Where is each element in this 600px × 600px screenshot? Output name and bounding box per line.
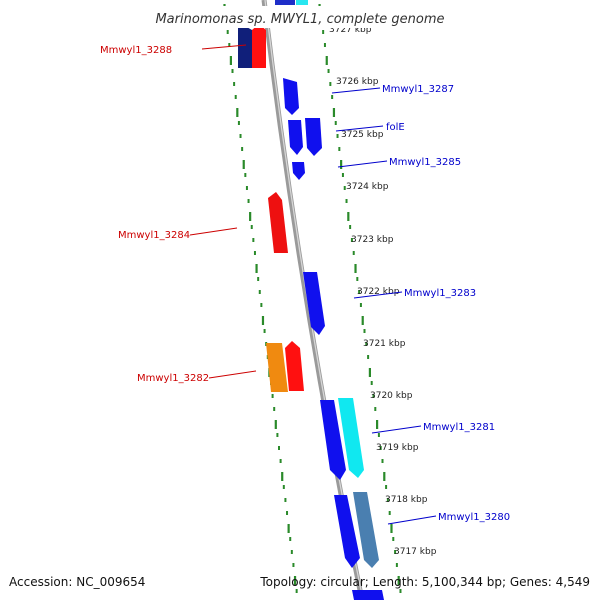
gene-arrow-mmwyl1-3288-b[interactable] [252, 24, 266, 68]
gene-arrow-mmwyl1-3283[interactable] [303, 272, 325, 335]
leader-line-mmwyl1-3281 [371, 425, 422, 434]
leader-line-mmwyl1-3282 [208, 370, 257, 379]
gene-arrow-mmwyl1-3282-b[interactable] [285, 341, 304, 391]
gene-arrow-mmwyl1-3281-b[interactable] [338, 398, 364, 478]
gene-arrow-mmwyl1-3280-b[interactable] [353, 492, 379, 568]
map-title: Marinomonas sp. MWYL1, complete genome [155, 12, 444, 27]
tick-label-3719: 3719 kbp [376, 443, 419, 453]
gene-arrow-mmwyl1-3287[interactable] [283, 78, 299, 115]
gene-label-fole[interactable]: folE [386, 122, 405, 133]
leader-line-fole [335, 125, 384, 132]
leader-line-mmwyl1-3280 [387, 515, 437, 525]
gene-arrow-mmwyl1-3282-a[interactable] [266, 343, 288, 392]
gene-arrow-mmwyl1-3285[interactable] [292, 162, 305, 180]
leader-line-mmwyl1-3283 [353, 291, 403, 299]
gene-arrow-mmwyl1-3284[interactable] [268, 192, 288, 253]
gene-arrow-mmwyl1-3281-a[interactable] [320, 400, 346, 480]
leader-line-mmwyl1-3284 [189, 227, 238, 236]
gene-label-mmwyl1-3285[interactable]: Mmwyl1_3285 [389, 157, 461, 168]
tick-label-3720: 3720 kbp [370, 391, 413, 401]
gene-label-mmwyl1-3287[interactable]: Mmwyl1_3287 [382, 84, 454, 95]
gene-arrow-top-cyan[interactable] [296, 0, 308, 5]
tick-label-3722: 3722 kbp [357, 287, 400, 297]
gene-arrow-top-forward[interactable] [275, 0, 295, 5]
title-background [140, 6, 460, 28]
gene-label-mmwyl1-3283[interactable]: Mmwyl1_3283 [404, 288, 476, 299]
tick-label-3724: 3724 kbp [346, 182, 389, 192]
topology-text: Topology: circular; Length: 5,100,344 bp… [259, 575, 590, 589]
tick-labels: 3727 kbp 3726 kbp 3725 kbp 3724 kbp 3723… [329, 25, 437, 557]
gene-labels: Mmwyl1_3288 Mmwyl1_3287 folE Mmwyl1_3285… [100, 45, 510, 523]
tick-label-3725: 3725 kbp [341, 130, 384, 140]
leader-line-mmwyl1-3287 [331, 87, 381, 94]
gene-features [238, 0, 384, 600]
gene-arrow-mmwyl1-3280-a[interactable] [334, 495, 360, 568]
leader-line-mmwyl1-3285 [337, 160, 388, 168]
tick-label-3726: 3726 kbp [336, 77, 379, 87]
leader-line-mmwyl1-3288 [201, 44, 247, 50]
gene-label-mmwyl1-3280[interactable]: Mmwyl1_3280 [438, 512, 510, 523]
gene-arrow-bottom-partial[interactable] [352, 590, 384, 600]
gene-label-mmwyl1-3282[interactable]: Mmwyl1_3282 [137, 373, 209, 384]
gene-arrow-mmwyl1-3288-a[interactable] [238, 24, 252, 68]
tick-label-3721: 3721 kbp [363, 339, 406, 349]
gene-arrow-fole-b[interactable] [305, 118, 322, 156]
gene-label-lines [189, 44, 437, 525]
tick-label-3723: 3723 kbp [351, 235, 394, 245]
gene-label-mmwyl1-3281[interactable]: Mmwyl1_3281 [423, 422, 495, 433]
tick-label-3727: 3727 kbp [329, 25, 372, 35]
accession-text: Accession: NC_009654 [9, 575, 145, 589]
tick-label-3717: 3717 kbp [394, 547, 437, 557]
gene-arrow-fole-a[interactable] [288, 120, 303, 155]
gene-label-mmwyl1-3288[interactable]: Mmwyl1_3288 [100, 45, 172, 56]
gene-label-mmwyl1-3284[interactable]: Mmwyl1_3284 [118, 230, 190, 241]
tick-label-3718: 3718 kbp [385, 495, 428, 505]
